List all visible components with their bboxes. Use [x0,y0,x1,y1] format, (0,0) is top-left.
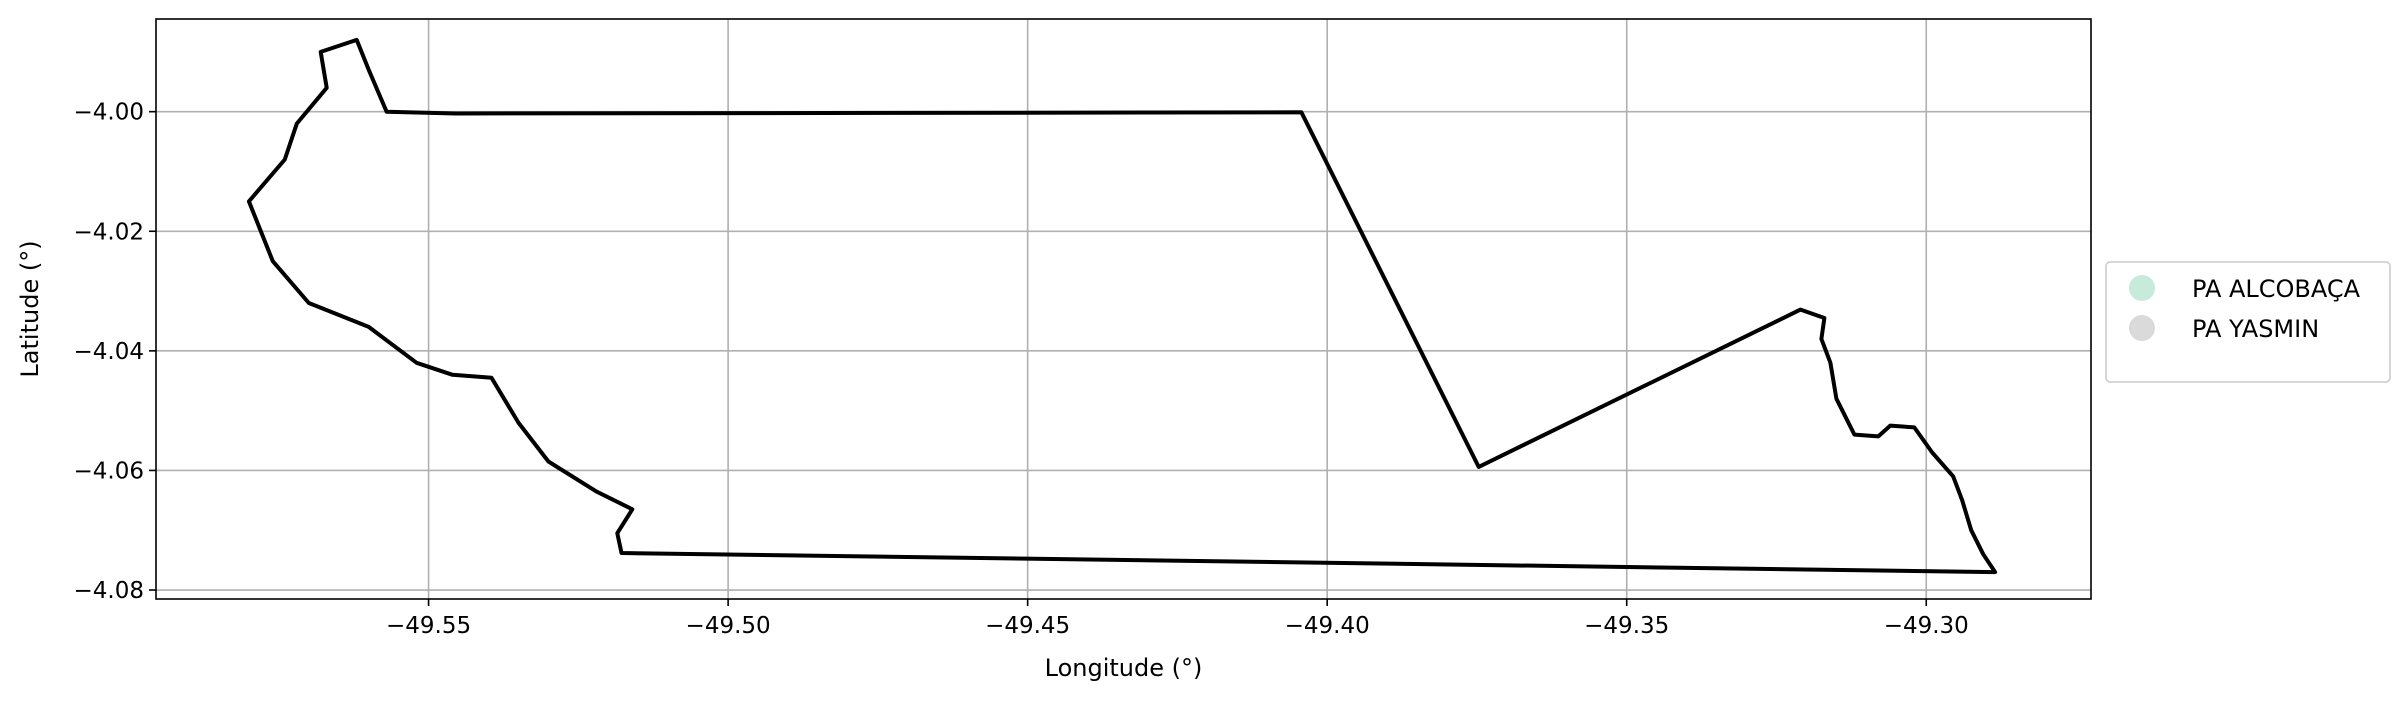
legend-label: PA YASMIN [2192,315,2319,343]
x-tick-label: −49.40 [1285,613,1370,639]
y-axis-label: Latitude (°) [16,240,44,377]
x-axis-label: Longitude (°) [1045,654,1203,682]
legend-marker [2129,275,2155,301]
y-tick-label: −4.06 [74,458,144,484]
x-tick-label: −49.50 [686,613,771,639]
x-tick-label: −49.30 [1884,613,1969,639]
x-axis-ticks: −49.55 −49.50 −49.45 −49.40 −49.35 −49.30 [386,599,1969,639]
y-tick-label: −4.04 [74,339,144,365]
y-tick-label: −4.00 [74,100,144,126]
y-tick-label: −4.02 [74,219,144,245]
boundary-polygon [246,37,1998,575]
legend-label: PA ALCOBAÇA [2192,275,2361,303]
y-tick-label: −4.08 [74,578,144,604]
legend-marker [2129,315,2155,341]
x-tick-label: −49.35 [1584,613,1669,639]
x-tick-label: −49.55 [386,613,471,639]
legend: PA ALCOBAÇA PA YASMIN [2105,261,2391,383]
legend-box [2105,261,2391,383]
grid-lines [156,19,2091,599]
y-axis-ticks: −4.00 −4.02 −4.04 −4.06 −4.08 [74,100,156,604]
plot-frame [155,18,2092,600]
x-tick-label: −49.45 [985,613,1070,639]
plot-content [246,37,1998,575]
